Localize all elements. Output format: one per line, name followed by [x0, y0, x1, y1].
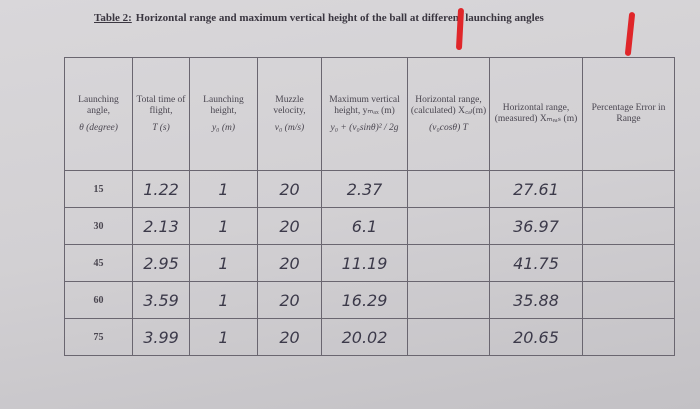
table-cell: 1	[189, 244, 258, 282]
column-unit: y₀ (m)	[211, 122, 236, 133]
table-cell	[582, 318, 675, 356]
table-row: 45 2.95 1 20 11.19 41.75	[64, 244, 675, 282]
column-label: Maximum vertical height, yₘₐₓ (m)	[329, 94, 400, 116]
table-cell: 20	[257, 170, 322, 208]
table-cell	[407, 170, 490, 208]
table-cell: 2.13	[132, 207, 190, 245]
column-label: Muzzle velocity,	[273, 94, 306, 116]
table-row: 15 1.22 1 20 2.37 27.61	[64, 170, 675, 208]
table-cell: 20	[257, 281, 322, 319]
table-cell: 36.97	[489, 207, 583, 245]
red-mark	[624, 11, 636, 57]
table-cell: 11.19	[321, 244, 408, 282]
table-cell	[582, 207, 675, 245]
column-label: Launching angle,	[78, 94, 119, 116]
table-cell: 2.37	[321, 170, 408, 208]
table-cell: 3.59	[132, 281, 190, 319]
column-header: Maximum vertical height, yₘₐₓ (m) y₀ + (v…	[321, 57, 408, 171]
table-cell	[582, 281, 675, 319]
table-cell: 3.99	[132, 318, 190, 356]
table-cell: 15	[64, 170, 133, 208]
header-row: Launching angle, θ (degree) Total time of …	[64, 57, 675, 171]
column-label: Total time of flight,	[136, 94, 186, 116]
table-cell: 1	[189, 318, 258, 356]
column-header: Total time of flight, T (s)	[132, 57, 190, 171]
table-cell	[407, 207, 490, 245]
column-header: Horizontal range, (measured) Xₘₑₐₛ (m)	[489, 57, 583, 171]
table-cell: 1	[189, 207, 258, 245]
column-header: Launching height, y₀ (m)	[189, 57, 258, 171]
table-cell: 45	[64, 244, 133, 282]
table-body: 15 1.22 1 20 2.37 27.61 30 2.13 1 20 6.1 36.97 45 2.9…	[64, 170, 675, 356]
table-cell: 30	[64, 207, 133, 245]
table-label: Table 2:	[94, 12, 132, 24]
table-cell	[407, 318, 490, 356]
table-cell: 1.22	[132, 170, 190, 208]
table-cell	[407, 281, 490, 319]
table-cell: 20.02	[321, 318, 408, 356]
table-row: 75 3.99 1 20 20.02 20.65	[64, 318, 675, 356]
table-cell: 16.29	[321, 281, 408, 319]
table-cell: 20.65	[489, 318, 583, 356]
table-cell: 1	[189, 281, 258, 319]
table-cell: 41.75	[489, 244, 583, 282]
table-cell	[582, 244, 675, 282]
table-cell: 20	[257, 244, 322, 282]
column-header: Launching angle, θ (degree)	[64, 57, 133, 171]
table-row: 30 2.13 1 20 6.1 36.97	[64, 207, 675, 245]
red-mark	[455, 7, 465, 51]
table-cell	[407, 244, 490, 282]
table-row: 60 3.59 1 20 16.29 35.88	[64, 281, 675, 319]
column-label: Horizontal range, (measured) Xₘₑₐₛ (m)	[494, 103, 578, 124]
table-cell: 20	[257, 207, 322, 245]
table-title: Horizontal range and maximum vertical he…	[135, 12, 544, 24]
column-header: Muzzle velocity, v₀ (m/s)	[257, 57, 322, 171]
table-cell: 1	[189, 170, 258, 208]
data-table: Launching angle, θ (degree) Total time of …	[64, 57, 675, 356]
table-cell: 2.95	[132, 244, 190, 282]
title: Table 2: Horizontal range and maximum ver…	[94, 12, 574, 25]
table-cell: 20	[257, 318, 322, 356]
column-unit: v₀ (m/s)	[274, 122, 305, 133]
table-cell: 75	[64, 318, 133, 356]
column-formula: (v₀cosθ) T	[429, 122, 468, 133]
table-cell	[582, 170, 675, 208]
table-cell: 35.88	[489, 281, 583, 319]
table-cell: 60	[64, 281, 133, 319]
table-cell: 6.1	[321, 207, 408, 245]
column-label: Launching height,	[203, 94, 244, 116]
column-unit: T (s)	[152, 122, 170, 133]
column-label: Percentage Error in Range	[591, 103, 666, 124]
column-unit: θ (degree)	[79, 122, 118, 133]
column-header: Horizontal range, (calculated) X꜀ₐₗ(m) (v…	[407, 57, 490, 171]
table-cell: 27.61	[489, 170, 583, 208]
column-label: Horizontal range, (calculated) X꜀ₐₗ(m)	[410, 94, 487, 116]
column-formula: y₀ + (v₀sinθ)² / 2g	[330, 122, 399, 133]
column-header: Percentage Error in Range	[582, 57, 675, 171]
